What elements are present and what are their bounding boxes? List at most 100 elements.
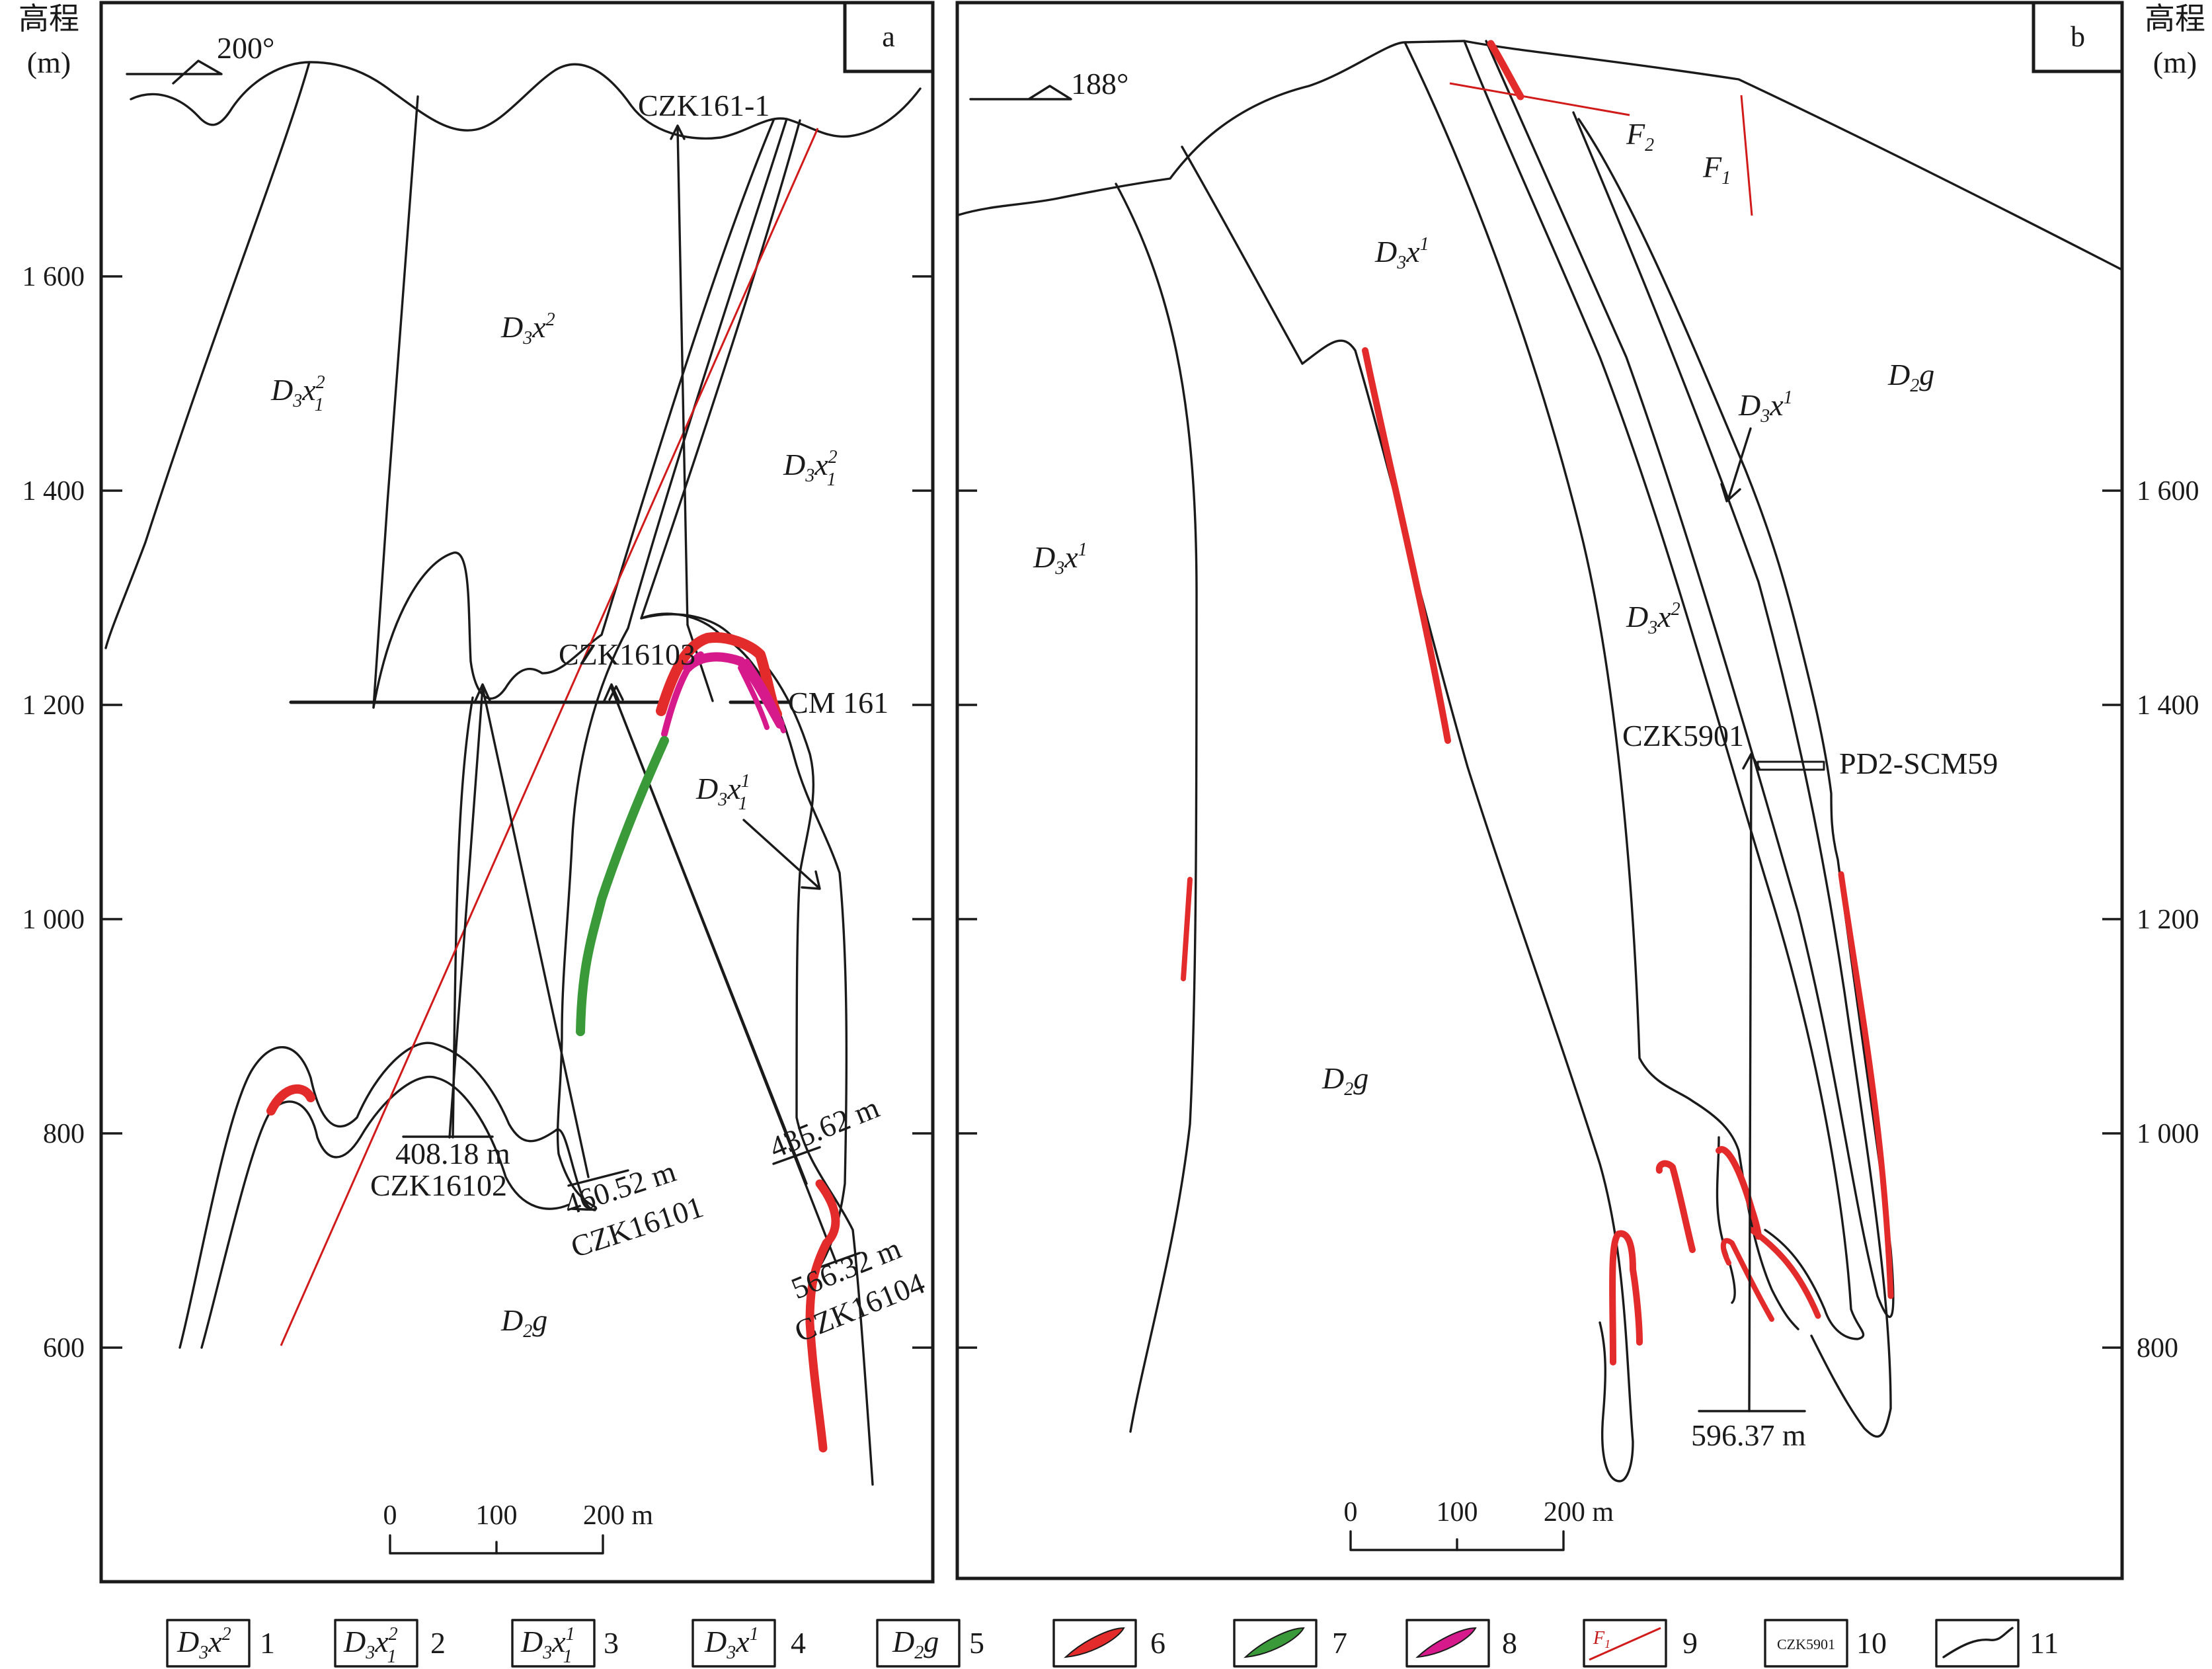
legend-item-3: D3x1 1 3 bbox=[511, 1619, 619, 1668]
unit-label-d3x1-right: D3x1 bbox=[1738, 387, 1793, 427]
panel-b: b 高程 (m) 1 600 1 400 1 200 1 000 800 188… bbox=[955, 1, 2205, 1580]
panel-b-boundary bbox=[1403, 41, 1799, 1330]
panel-a-tick-label: 600 bbox=[43, 1333, 85, 1364]
legend-number: 9 bbox=[1682, 1626, 1698, 1660]
legend-number: 5 bbox=[969, 1626, 984, 1660]
panel-a-tick-label: 1 400 bbox=[22, 476, 85, 507]
panel-a-unit-labels: D3x2 D3x2 1 D3x2 1 D3x1 1 D2g bbox=[270, 309, 838, 1342]
panel-a-boundary bbox=[372, 119, 775, 709]
unit-label-d3x12-left: D3x2 1 bbox=[270, 372, 325, 415]
panel-b-letter-box bbox=[2032, 1, 2124, 73]
legend-item-7: 7 bbox=[1233, 1619, 1347, 1668]
panel-b-frame bbox=[955, 1, 2124, 1580]
unit-label-d2g: D2g bbox=[500, 1303, 547, 1342]
fault-label-f2: F2 bbox=[1626, 117, 1654, 155]
legend-number: 6 bbox=[1150, 1626, 1165, 1660]
panel-a-fault-line bbox=[280, 128, 819, 1346]
legend-item-5: D2g 5 bbox=[876, 1619, 984, 1668]
legend-number: 3 bbox=[604, 1626, 619, 1660]
panel-a-scale-bar: 0 100 200 m bbox=[383, 1500, 654, 1555]
panel-a-boundary bbox=[178, 1041, 596, 1349]
scale-label: 100 bbox=[476, 1500, 518, 1531]
panel-a-frame bbox=[99, 1, 935, 1584]
panel-b-y-title: 高程 bbox=[2145, 2, 2205, 36]
legend-number: 2 bbox=[430, 1626, 446, 1660]
legend-item-4: D3x1 4 bbox=[691, 1619, 806, 1668]
legend-number: 11 bbox=[2030, 1626, 2059, 1660]
legend-swatch-7 bbox=[1244, 1627, 1305, 1658]
adit-label-pd2-scm59: PD2-SCM59 bbox=[1839, 747, 1998, 780]
scale-label: 200 m bbox=[1544, 1497, 1614, 1527]
fault-label-f1: F1 bbox=[1702, 150, 1731, 188]
panel-b-tick-label: 1 600 bbox=[2137, 476, 2199, 507]
panel-a-letter: a bbox=[882, 20, 895, 53]
panel-b-tick-label: 1 400 bbox=[2137, 690, 2199, 721]
borehole-label-czk161-1: CZK161-1 bbox=[638, 89, 770, 122]
svg-text:D3x1: D3x1 bbox=[704, 1624, 759, 1663]
panel-a-ore-bodies bbox=[266, 632, 840, 1453]
unit-label-d3x12-right: D3x2 1 bbox=[783, 447, 838, 490]
panel-a-tick-label: 1 200 bbox=[22, 690, 85, 721]
panel-b-y-axis: 高程 (m) 1 600 1 400 1 200 1 000 800 bbox=[957, 2, 2205, 1364]
panel-a-y-axis: 高程 (m) 1 600 1 400 1 200 1 000 800 600 bbox=[19, 2, 933, 1364]
scale-label: 0 bbox=[383, 1500, 397, 1531]
unit-label-d2g-top: D2g bbox=[1887, 358, 1934, 396]
legend-number: 4 bbox=[791, 1626, 806, 1660]
panel-b-ore-bodies bbox=[1181, 40, 1894, 1365]
panel-b-tick-label: 1 200 bbox=[2137, 905, 2199, 935]
svg-text:D2g: D2g bbox=[892, 1625, 939, 1663]
panel-a-boundary bbox=[200, 1075, 570, 1349]
panel-b-unit-labels: D3x1 D3x1 D3x1 D3x2 D2g D2g F2 F1 CZK590… bbox=[1033, 117, 1998, 1452]
panel-b-boundary bbox=[1115, 183, 1198, 1433]
panel-b-drill-holes bbox=[1698, 753, 1825, 1412]
panel-b-topography bbox=[957, 40, 2123, 271]
panel-a: a 高程 (m) 1 600 1 400 1 200 1 000 800 600 bbox=[19, 1, 935, 1584]
panel-a-tick-label: 1 600 bbox=[22, 262, 85, 292]
svg-text:D3x2: D3x2 bbox=[177, 1624, 231, 1663]
svg-text:F1: F1 bbox=[1593, 1628, 1610, 1650]
legend-item-2: D3x2 1 2 bbox=[334, 1619, 446, 1668]
legend-number: 8 bbox=[1502, 1626, 1517, 1660]
unit-label-d2g-bottom: D2g bbox=[1322, 1061, 1368, 1100]
panel-a-topography bbox=[130, 61, 922, 140]
legend-item-11: 11 bbox=[1935, 1619, 2059, 1668]
fault-f2 bbox=[1449, 82, 1630, 116]
panel-a-azimuth-label: 200° bbox=[217, 31, 274, 65]
panel-b-y-unit: (m) bbox=[2153, 46, 2197, 79]
panel-b-scale-bar: 0 100 200 m bbox=[1344, 1497, 1614, 1551]
scale-label: 200 m bbox=[583, 1500, 654, 1531]
panel-a-y-unit: (m) bbox=[27, 46, 71, 79]
borehole-label-czk5901: CZK5901 bbox=[1622, 719, 1744, 753]
panel-b-tick-label: 800 bbox=[2137, 1333, 2178, 1364]
unit-label-d3x11: D3x1 1 bbox=[695, 771, 749, 814]
scale-label: 100 bbox=[1437, 1497, 1478, 1527]
panel-a-letter-box bbox=[843, 1, 935, 73]
borehole-label-czk16103: CZK16103 bbox=[559, 637, 695, 671]
legend-number: 1 bbox=[260, 1626, 275, 1660]
panel-b-letter: b bbox=[2071, 20, 2085, 53]
legend-item-6: 6 bbox=[1052, 1619, 1165, 1668]
legend-number: 10 bbox=[1856, 1626, 1887, 1660]
panel-a-boundary bbox=[640, 119, 874, 1486]
panel-b-azimuth-label: 188° bbox=[1071, 67, 1128, 101]
unit-label-d3x1-top: D3x1 bbox=[1374, 234, 1429, 273]
unit-label-d3x2: D3x2 bbox=[500, 309, 555, 348]
unit-label-d3x1-left: D3x1 bbox=[1033, 540, 1087, 579]
panel-a-azimuth-marker: 200° bbox=[126, 31, 274, 85]
panel-b-boundary bbox=[1572, 111, 1892, 1438]
adit-label-cm161: CM 161 bbox=[788, 686, 889, 719]
depth-label: 596.37 m bbox=[1691, 1418, 1806, 1452]
panel-b-azimuth-marker: 188° bbox=[969, 67, 1128, 101]
panel-b-boundary bbox=[1463, 40, 1865, 1340]
depth-label: 408.18 m bbox=[395, 1137, 510, 1170]
scale-label: 0 bbox=[1344, 1497, 1358, 1527]
legend-item-8: 8 bbox=[1405, 1619, 1517, 1668]
panel-b-boundary bbox=[1181, 145, 1634, 1483]
panel-a-y-title: 高程 bbox=[19, 2, 79, 36]
panel-a-boundary bbox=[104, 61, 311, 649]
svg-text:CZK5901: CZK5901 bbox=[1777, 1636, 1835, 1652]
legend-item-10: CZK5901 10 bbox=[1764, 1619, 1887, 1668]
